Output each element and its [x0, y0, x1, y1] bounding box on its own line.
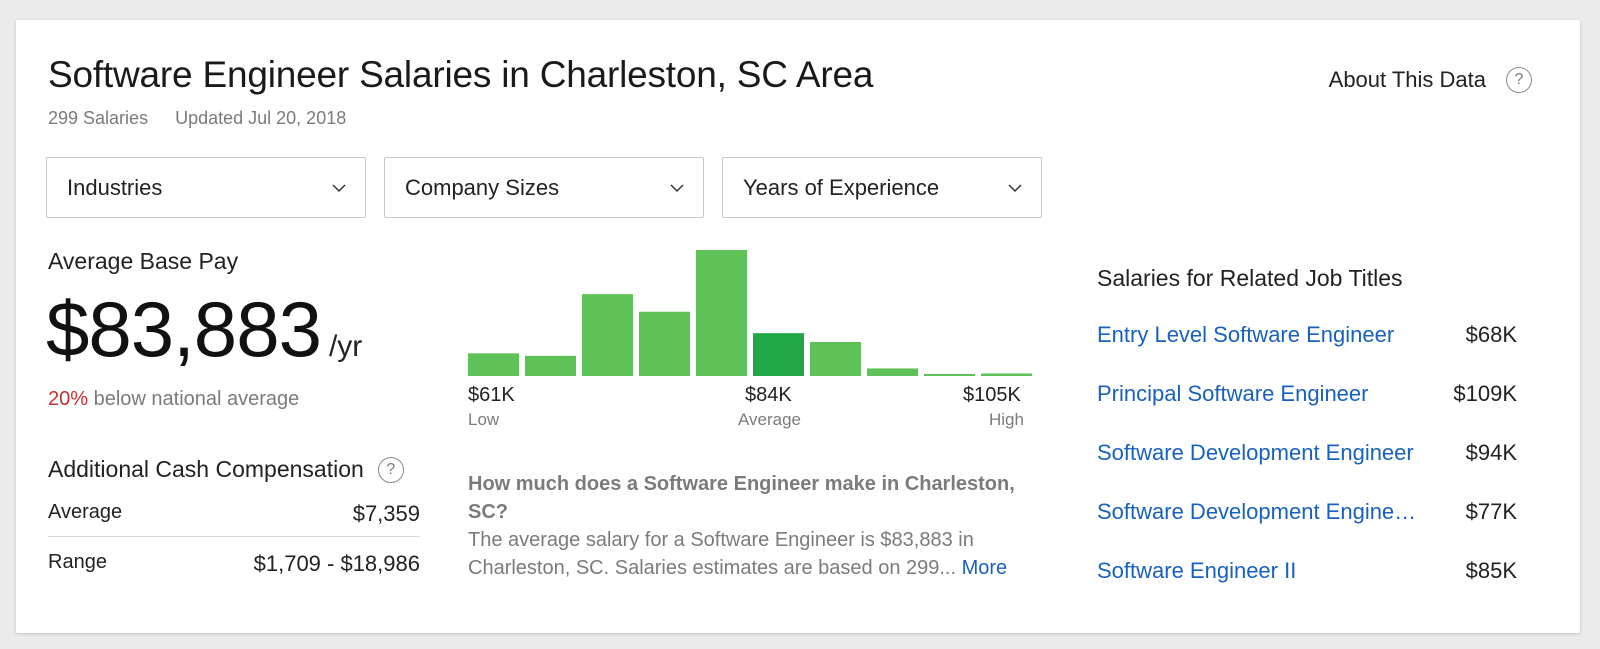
- row-value: $1,709 - $18,986: [253, 551, 420, 576]
- salary-card: Software Engineer Salaries in Charleston…: [16, 20, 1580, 633]
- row-label: Range: [48, 551, 107, 573]
- filter-company-sizes-dropdown[interactable]: Company Sizes: [384, 157, 704, 218]
- base-pay-period: /yr: [328, 330, 363, 363]
- additional-comp-label: Additional Cash Compensation: [48, 456, 364, 482]
- page-title: Software Engineer Salaries in Charleston…: [48, 54, 874, 95]
- filter-industries-dropdown[interactable]: Industries: [46, 157, 366, 218]
- row-value: $7,359: [352, 501, 420, 526]
- histogram-bar: [867, 368, 918, 376]
- hist-low-label: Low: [468, 410, 500, 429]
- chevron-down-icon: [332, 183, 346, 192]
- additional-comp-average-row: Average $7,359: [48, 501, 420, 527]
- divider: [48, 536, 420, 537]
- related-job-row[interactable]: Software Engineer II $85K: [1097, 558, 1517, 584]
- national-comparison: 20% below national average: [48, 388, 299, 411]
- related-titles-heading: Salaries for Related Job Titles: [1097, 265, 1403, 291]
- help-circle-icon[interactable]: ?: [377, 456, 404, 483]
- histogram-bar: [696, 250, 747, 376]
- base-pay-amount: $83,883: [46, 285, 322, 373]
- related-job-row[interactable]: Entry Level Software Engineer $68K: [1097, 322, 1517, 348]
- faq-more-link[interactable]: More: [961, 557, 1008, 579]
- related-job-pay: $77K: [1465, 499, 1517, 524]
- related-job-link[interactable]: Software Development Engineer: [1097, 440, 1414, 465]
- additional-comp-range-row: Range $1,709 - $18,986: [48, 551, 420, 577]
- related-job-row[interactable]: Principal Software Engineer $109K: [1097, 381, 1517, 407]
- faq-question: How much does a Software Engineer make i…: [468, 473, 1015, 523]
- average-base-pay-label: Average Base Pay: [48, 248, 239, 274]
- filter-label: Company Sizes: [405, 174, 560, 200]
- updated-date: Updated Jul 20, 2018: [175, 108, 347, 128]
- additional-comp-heading: Additional Cash Compensation ?: [48, 456, 404, 483]
- related-job-link[interactable]: Entry Level Software Engineer: [1097, 322, 1395, 347]
- hist-high-value: $105K: [963, 384, 1021, 406]
- faq-answer: The average salary for a Software Engine…: [468, 529, 974, 579]
- filter-label: Years of Experience: [743, 174, 940, 200]
- about-data-link[interactable]: About This Data ?: [1329, 67, 1532, 93]
- hist-high-label: High: [989, 410, 1024, 429]
- comparison-text: below national average: [93, 388, 300, 410]
- about-data-label[interactable]: About This Data: [1328, 67, 1486, 92]
- related-job-row[interactable]: Software Development Engineer $94K: [1097, 440, 1517, 466]
- histogram-bar: [981, 373, 1032, 376]
- histogram-bar: [582, 294, 633, 376]
- related-job-pay: $68K: [1465, 322, 1517, 347]
- chevron-down-icon: [670, 183, 684, 192]
- comparison-percent: 20%: [48, 388, 89, 410]
- meta-line: 299 Salaries Updated Jul 20, 2018: [48, 108, 346, 129]
- faq-block: How much does a Software Engineer make i…: [468, 470, 1038, 582]
- related-job-link[interactable]: Software Engineer II: [1097, 558, 1297, 583]
- hist-low-value: $61K: [468, 384, 515, 406]
- hist-average-value: $84K: [745, 384, 792, 406]
- average-base-pay: $83,883 /yr: [46, 284, 362, 375]
- related-job-pay: $94K: [1465, 440, 1517, 465]
- histogram-bar: [753, 333, 804, 376]
- chevron-down-icon: [1008, 183, 1022, 192]
- salary-count: 299 Salaries: [48, 108, 149, 128]
- filter-label: Industries: [67, 174, 163, 200]
- related-job-row[interactable]: Software Development Engine… $77K: [1097, 499, 1517, 525]
- row-label: Average: [48, 501, 123, 523]
- histogram-bar: [924, 374, 975, 376]
- histogram-bar: [810, 341, 861, 376]
- salary-histogram: [468, 250, 1032, 376]
- histogram-bar: [639, 311, 690, 376]
- related-job-pay: $85K: [1465, 558, 1517, 583]
- related-job-pay: $109K: [1453, 381, 1517, 406]
- related-job-link[interactable]: Principal Software Engineer: [1097, 381, 1369, 406]
- help-circle-icon[interactable]: ?: [1506, 67, 1532, 93]
- hist-average-label: Average: [738, 410, 802, 429]
- related-job-link[interactable]: Software Development Engine…: [1097, 499, 1417, 524]
- histogram-bar: [525, 355, 576, 376]
- filter-experience-dropdown[interactable]: Years of Experience: [722, 157, 1042, 218]
- histogram-bar: [468, 353, 519, 376]
